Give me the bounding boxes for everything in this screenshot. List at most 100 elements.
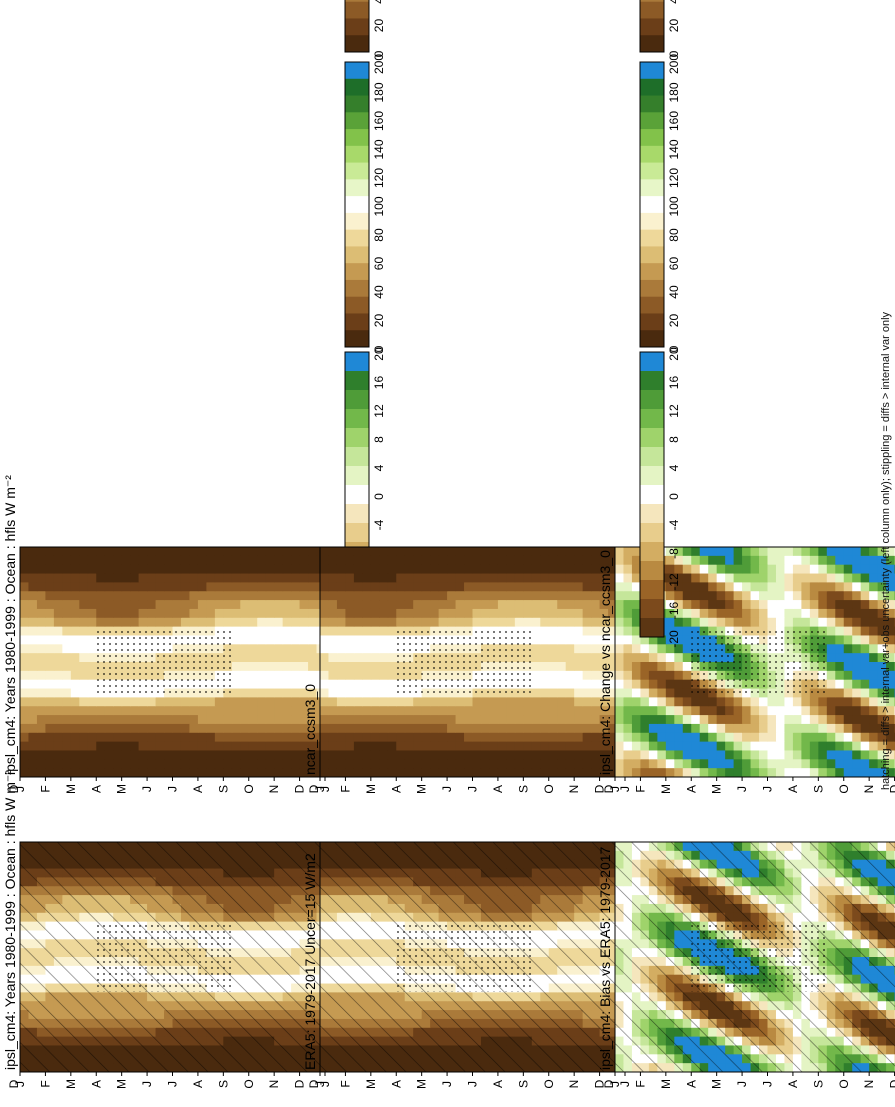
heatmap-cell <box>257 582 266 591</box>
heatmap-cell <box>413 741 422 750</box>
heatmap-cell <box>540 697 549 706</box>
heatmap-cell <box>549 653 558 662</box>
heatmap-cell <box>88 617 97 626</box>
heatmap-cell <box>147 582 156 591</box>
heatmap-cell <box>447 715 456 724</box>
heatmap-cell <box>456 759 465 768</box>
heatmap-cell <box>45 617 54 626</box>
heatmap-cell <box>240 706 249 715</box>
heatmap-cell <box>464 697 473 706</box>
stipple-overlay <box>396 923 533 992</box>
heatmap-cell <box>396 715 405 724</box>
colorbar-swatch <box>345 428 369 448</box>
heatmap-cell <box>71 608 80 617</box>
heatmap-cell <box>523 732 532 741</box>
heatmap-cell <box>189 547 198 556</box>
heatmap-cell <box>291 608 300 617</box>
heatmap-cell <box>283 759 292 768</box>
colorbar-swatch <box>345 179 369 196</box>
heatmap-cell <box>464 768 473 777</box>
heatmap-cell <box>257 741 266 750</box>
month-tick-label: J <box>466 1081 480 1087</box>
heatmap-cell <box>464 617 473 626</box>
heatmap-cell <box>540 582 549 591</box>
heatmap-cell <box>232 564 241 573</box>
heatmap-cell <box>257 697 266 706</box>
heatmap-cell <box>498 768 507 777</box>
heatmap-cell <box>308 591 317 600</box>
heatmap-cell <box>506 547 515 556</box>
colorbar-swatch <box>345 330 369 347</box>
heatmap-cell <box>549 750 558 759</box>
heatmap-cell <box>456 732 465 741</box>
heatmap-cell <box>45 750 54 759</box>
heatmap-cell <box>173 582 182 591</box>
heatmap-cell <box>308 653 317 662</box>
heatmap-cell <box>481 732 490 741</box>
heatmap-cell <box>291 564 300 573</box>
heatmap-cell <box>189 573 198 582</box>
colorbar-swatch <box>345 0 369 2</box>
heatmap-cell <box>215 582 224 591</box>
heatmap-cell <box>583 688 592 697</box>
heatmap-cell <box>274 635 283 644</box>
heatmap-cell <box>379 600 388 609</box>
heatmap-cell <box>249 662 258 671</box>
heatmap-cell <box>447 759 456 768</box>
heatmap-cell <box>20 662 29 671</box>
heatmap-cell <box>456 706 465 715</box>
heatmap-cell <box>532 564 541 573</box>
heatmap-cell <box>189 723 198 732</box>
heatmap-cell <box>28 564 37 573</box>
heatmap-cell <box>557 600 566 609</box>
month-tick-label: F <box>38 785 52 792</box>
heatmap-cell <box>362 759 371 768</box>
heatmap-cell <box>388 573 397 582</box>
heatmap-cell <box>291 688 300 697</box>
heatmap-cell <box>515 564 524 573</box>
heatmap-cell <box>328 547 337 556</box>
heatmap-cell <box>266 706 275 715</box>
heatmap-cell <box>320 564 329 573</box>
heatmap-cell <box>45 582 54 591</box>
heatmap-cell <box>396 732 405 741</box>
heatmap-cell <box>328 768 337 777</box>
colorbar-swatch <box>345 485 369 505</box>
heatmap-cell <box>240 759 249 768</box>
heatmap-cell <box>506 564 515 573</box>
heatmap-cell <box>456 608 465 617</box>
heatmap-cell <box>96 555 105 564</box>
heatmap-cell <box>532 768 541 777</box>
heatmap-cell <box>540 555 549 564</box>
heatmap-cell <box>173 723 182 732</box>
heatmap-cell <box>583 697 592 706</box>
heatmap-cell <box>481 723 490 732</box>
heatmap-cell <box>388 759 397 768</box>
heatmap-cell <box>481 768 490 777</box>
heatmap-cell <box>37 644 46 653</box>
heatmap-cell <box>198 768 207 777</box>
heatmap-cell <box>566 759 575 768</box>
heatmap-cell <box>345 723 354 732</box>
heatmap-cell <box>96 617 105 626</box>
heatmap-cell <box>79 697 88 706</box>
heatmap-cell <box>362 768 371 777</box>
heatmap-cell <box>532 723 541 732</box>
heatmap-cell <box>481 591 490 600</box>
heatmap-cell <box>532 573 541 582</box>
heatmap-cell <box>232 697 241 706</box>
heatmap-cell <box>320 573 329 582</box>
heatmap-cell <box>515 759 524 768</box>
heatmap-cell <box>379 573 388 582</box>
heatmap-cell <box>515 573 524 582</box>
heatmap-cell <box>181 617 190 626</box>
heatmap-cell <box>130 750 139 759</box>
colorbar-swatch <box>345 129 369 146</box>
month-tick-label: D <box>888 1079 895 1088</box>
heatmap-cell <box>189 697 198 706</box>
heatmap-cell <box>371 759 380 768</box>
heatmap-cell <box>557 617 566 626</box>
heatmap-cell <box>274 723 283 732</box>
heatmap-cell <box>549 768 558 777</box>
heatmap-cell <box>320 732 329 741</box>
